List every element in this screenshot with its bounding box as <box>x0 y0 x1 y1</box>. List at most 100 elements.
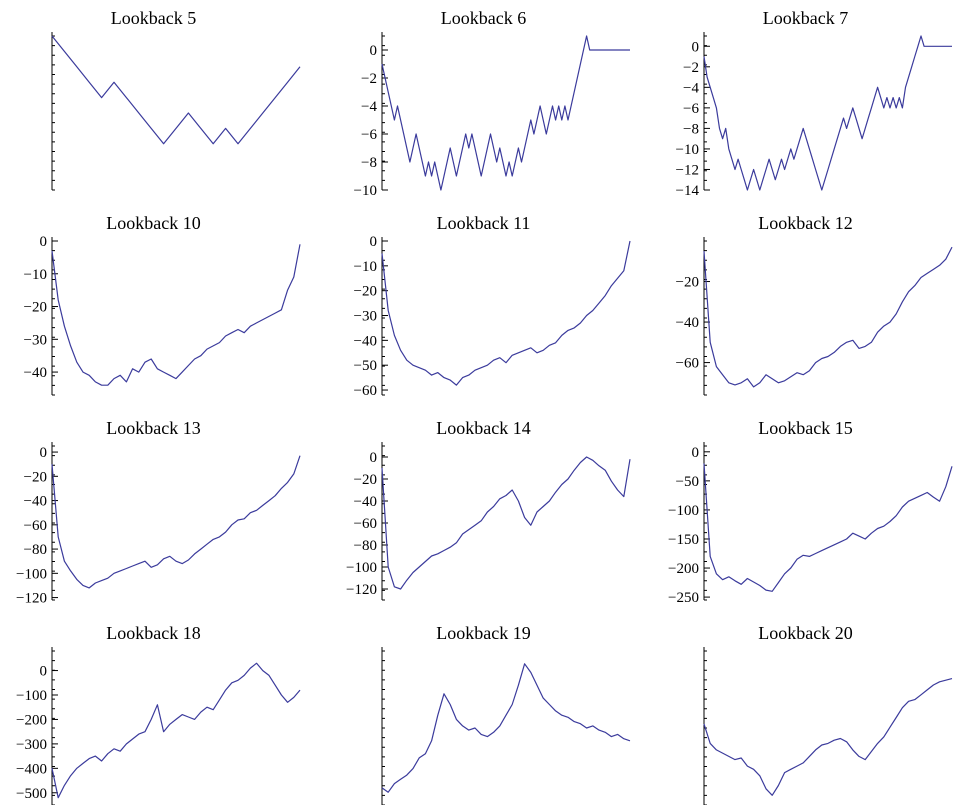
series-line <box>51 244 301 386</box>
y-tick-label: −10 <box>354 259 377 275</box>
y-tick-label: −100 <box>668 503 699 519</box>
series-line <box>703 463 953 592</box>
chart-title: Lookback 5 <box>110 8 197 28</box>
chart-title: Lookback 18 <box>106 623 201 643</box>
chart-plot-area: 0 −10 −20 −30 −40 −50 −60 <box>354 234 631 399</box>
chart-title: Lookback 15 <box>758 418 853 438</box>
y-tick-label: −60 <box>354 516 377 532</box>
y-tick-label: −6 <box>683 101 699 117</box>
y-tick-label: −500 <box>16 786 47 802</box>
series-line <box>703 35 952 191</box>
chart-panel: Lookback 13 0 −20 −40 −60 −80 −100 −120 <box>0 410 307 607</box>
y-tick-label: 0 <box>370 43 378 59</box>
y-tick-label: −30 <box>354 309 377 325</box>
y-tick-label: −200 <box>16 712 47 728</box>
chart-title: Lookback 19 <box>436 623 531 643</box>
y-tick-label: −40 <box>24 365 47 381</box>
y-tick-label: 0 <box>370 450 378 466</box>
y-tick-label: 0 <box>370 234 378 250</box>
chart-title: Lookback 20 <box>758 623 853 643</box>
chart-plot-area: 0 −2 −4 −6 −8 −10 −12 −14 <box>676 32 952 199</box>
y-tick-label: −40 <box>24 494 47 510</box>
chart-plot-area <box>51 32 301 191</box>
chart-plot-area: 0 −20 −40 −60 −80 −100 −120 <box>16 442 301 607</box>
chart-plot-area: 0 −100 −200 −300 −400 −500 <box>16 647 301 805</box>
chart-title: Lookback 6 <box>440 8 527 28</box>
chart-plot-area: 0 −50 −100 −150 −200 −250 <box>668 442 953 606</box>
y-tick-label: −20 <box>676 275 699 291</box>
y-tick-label: 0 <box>40 445 48 461</box>
y-tick-label: −12 <box>676 162 699 178</box>
y-tick-label: −20 <box>24 469 47 485</box>
y-tick-label: −100 <box>16 566 47 582</box>
series-line <box>703 246 953 388</box>
chart-panel: Lookback 11 0 −10 −20 −30 −40 −50 −60 <box>330 205 637 399</box>
y-tick-label: −14 <box>676 183 700 199</box>
y-tick-label: −10 <box>354 183 377 199</box>
chart-title: Lookback 12 <box>758 213 853 233</box>
series-line <box>381 456 631 590</box>
chart-panel: Lookback 7 0 −2 −4 −6 −8 −10 −12 −14 <box>652 0 959 199</box>
y-tick-label: 0 <box>692 445 700 461</box>
y-tick-label: −2 <box>361 71 377 87</box>
chart-plot-area <box>381 647 631 805</box>
chart-panel: Lookback 10 0 −10 −20 −30 −40 <box>0 205 307 396</box>
y-tick-label: −6 <box>361 127 377 143</box>
chart-plot-area: −20 −40 −60 <box>676 237 953 396</box>
series-line <box>381 663 631 793</box>
y-tick-label: −120 <box>16 591 47 607</box>
chart-plot-area: 0 −20 −40 −60 −80 −100 −120 <box>346 442 631 601</box>
y-tick-label: −20 <box>354 284 377 300</box>
y-tick-label: −20 <box>354 472 377 488</box>
y-tick-label: −10 <box>676 142 699 158</box>
y-tick-label: −250 <box>668 590 699 606</box>
chart-panel: Lookback 12 −20 −40 −60 <box>652 205 959 396</box>
chart-panel: Lookback 5 <box>0 0 307 191</box>
chart-title: Lookback 10 <box>106 213 201 233</box>
chart-panel: Lookback 14 0 −20 −40 −60 −80 −100 −120 <box>330 410 637 601</box>
y-tick-label: −4 <box>683 80 699 96</box>
y-tick-label: −300 <box>16 737 47 753</box>
chart-title: Lookback 7 <box>762 8 849 28</box>
y-tick-label: −50 <box>354 358 377 374</box>
y-tick-label: −80 <box>354 538 377 554</box>
chart-panel: Lookback 6 0 −2 −4 −6 −8 −10 <box>330 0 637 199</box>
chart-plot-area <box>703 647 953 805</box>
series-line <box>51 662 301 799</box>
y-tick-label: −60 <box>354 383 377 399</box>
y-tick-label: −100 <box>16 688 47 704</box>
y-tick-label: −40 <box>354 333 377 349</box>
y-tick-label: −200 <box>668 561 699 577</box>
chart-title: Lookback 14 <box>436 418 531 438</box>
chart-plot-area: 0 −2 −4 −6 −8 −10 <box>354 32 630 199</box>
y-tick-label: −150 <box>668 532 699 548</box>
chart-title: Lookback 11 <box>436 213 531 233</box>
y-tick-label: −8 <box>683 121 699 137</box>
y-tick-label: 0 <box>40 234 48 250</box>
y-tick-label: −30 <box>24 332 47 348</box>
y-tick-label: −10 <box>24 267 47 283</box>
y-tick-label: −100 <box>346 560 377 576</box>
y-tick-label: 0 <box>40 664 48 680</box>
series-line <box>51 455 301 589</box>
chart-panel: Lookback 15 0 −50 −100 −150 −200 −250 <box>652 410 959 606</box>
y-tick-label: −80 <box>24 542 47 558</box>
series-line <box>381 35 630 191</box>
y-tick-label: 0 <box>692 39 700 55</box>
y-tick-label: −400 <box>16 761 47 777</box>
series-line <box>703 678 953 796</box>
y-tick-label: −40 <box>354 494 377 510</box>
series-line <box>381 240 631 386</box>
y-tick-label: −120 <box>346 582 377 598</box>
y-tick-label: −2 <box>683 60 699 76</box>
chart-panel: Lookback 18 0 −100 −200 −300 −400 −500 <box>0 615 307 805</box>
y-tick-label: −60 <box>676 356 699 372</box>
y-tick-label: −40 <box>676 315 699 331</box>
series-line <box>51 35 301 145</box>
y-tick-label: −60 <box>24 518 47 534</box>
chart-title: Lookback 13 <box>106 418 201 438</box>
chart-panel: Lookback 20 <box>652 615 959 805</box>
y-tick-label: −8 <box>361 155 377 171</box>
y-tick-label: −50 <box>676 474 699 490</box>
